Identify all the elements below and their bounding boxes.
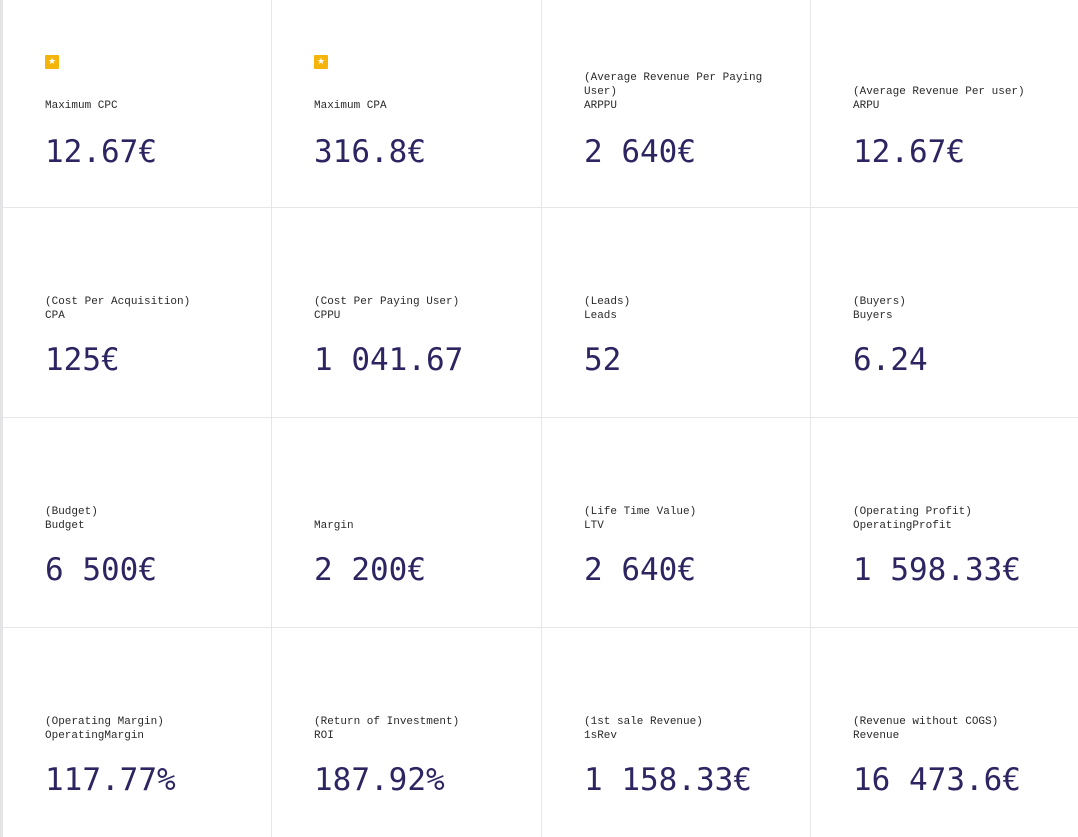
metric-description: (Revenue without COGS) — [853, 716, 999, 728]
metric-labels: (Cost Per Paying User) CPPU — [314, 295, 527, 323]
metric-card-1srev: (1st sale Revenue) 1sRev 1 158.33€ — [542, 628, 811, 837]
metric-card-arppu: (Average Revenue Per Paying User) ARPPU 2 … — [542, 0, 811, 208]
metric-value: 12.67€ — [853, 134, 965, 170]
metric-labels: (Average Revenue Per user) ARPU — [853, 85, 1064, 113]
star-icon[interactable]: ★ — [314, 55, 328, 69]
metric-value: 125€ — [45, 342, 120, 378]
metric-description: (Average Revenue Per Paying User) — [584, 72, 763, 98]
metric-labels: (Operating Profit) OperatingProfit — [853, 505, 1064, 533]
metric-card-budget: (Budget) Budget 6 500€ — [3, 418, 272, 628]
metric-labels: (Leads) Leads — [584, 295, 796, 323]
metric-card-buyers: (Buyers) Buyers 6.24 — [811, 208, 1078, 418]
metric-name: OperatingMargin — [45, 730, 145, 742]
metric-name: Buyers — [853, 310, 893, 322]
metric-description: (Life Time Value) — [584, 506, 697, 518]
metric-name: CPA — [45, 310, 65, 322]
metric-value: 16 473.6€ — [853, 762, 1021, 798]
metric-value: 12.67€ — [45, 134, 157, 170]
metric-value: 52 — [584, 342, 622, 378]
metric-description: (Cost Per Paying User) — [314, 296, 460, 308]
metric-card-leads: (Leads) Leads 52 — [542, 208, 811, 418]
metric-card-margin: Margin 2 200€ — [272, 418, 542, 628]
metric-value: 1 041.67 — [314, 342, 464, 378]
metric-description: (1st sale Revenue) — [584, 716, 703, 728]
metric-description: (Operating Profit) — [853, 506, 972, 518]
metric-description: (Cost Per Acquisition) — [45, 296, 191, 308]
metric-card-operatingmargin: (Operating Margin) OperatingMargin 117.77% — [3, 628, 272, 837]
metric-description: (Return of Investment) — [314, 716, 460, 728]
metric-labels: Maximum CPC — [45, 99, 257, 113]
metric-card-ltv: (Life Time Value) LTV 2 640€ — [542, 418, 811, 628]
metric-value: 316.8€ — [314, 134, 426, 170]
metric-value: 6 500€ — [45, 552, 157, 588]
metric-description: (Buyers) — [853, 296, 906, 308]
metric-labels: (Cost Per Acquisition) CPA — [45, 295, 257, 323]
metric-name: ARPPU — [584, 100, 618, 112]
metric-value: 2 200€ — [314, 552, 426, 588]
metric-card-cppu: (Cost Per Paying User) CPPU 1 041.67 — [272, 208, 542, 418]
metric-description: (Operating Margin) — [45, 716, 164, 728]
metric-value: 187.92% — [314, 762, 445, 798]
metric-name: OperatingProfit — [853, 520, 953, 532]
metric-name: Leads — [584, 310, 618, 322]
metric-name: CPPU — [314, 310, 341, 322]
metric-card-revenue: (Revenue without COGS) Revenue 16 473.6€ — [811, 628, 1078, 837]
metric-value: 6.24 — [853, 342, 928, 378]
metric-value: 1 598.33€ — [853, 552, 1021, 588]
metric-labels: (Buyers) Buyers — [853, 295, 1064, 323]
metric-name: Budget — [45, 520, 85, 532]
metric-name: 1sRev — [584, 730, 618, 742]
metric-card-cpa: (Cost Per Acquisition) CPA 125€ — [3, 208, 272, 418]
metric-card-operatingprofit: (Operating Profit) OperatingProfit 1 598.3… — [811, 418, 1078, 628]
metric-description: (Budget) — [45, 506, 98, 518]
metrics-grid: ★ Maximum CPC 12.67€ ★ Maximum CPA 316.8€ (Ave… — [3, 0, 1078, 837]
metric-name: Margin — [314, 520, 354, 532]
metric-name: Maximum CPC — [45, 100, 118, 112]
metric-card-maximum-cpa: ★ Maximum CPA 316.8€ — [272, 0, 542, 208]
metric-labels: (Operating Margin) OperatingMargin — [45, 715, 257, 743]
metric-card-arpu: (Average Revenue Per user) ARPU 12.67€ — [811, 0, 1078, 208]
metric-name: ROI — [314, 730, 334, 742]
metric-description: (Average Revenue Per user) — [853, 86, 1025, 98]
metric-labels: (Average Revenue Per Paying User) ARPPU — [584, 71, 796, 113]
metric-name: LTV — [584, 520, 604, 532]
metric-value: 117.77% — [45, 762, 176, 798]
metric-name: Revenue — [853, 730, 900, 742]
metric-name: Maximum CPA — [314, 100, 387, 112]
metric-name: ARPU — [853, 100, 880, 112]
metric-description: (Leads) — [584, 296, 631, 308]
metric-card-roi: (Return of Investment) ROI 187.92% — [272, 628, 542, 837]
metric-labels: (Budget) Budget — [45, 505, 257, 533]
metric-value: 1 158.33€ — [584, 762, 752, 798]
star-icon[interactable]: ★ — [45, 55, 59, 69]
metric-labels: Margin — [314, 519, 527, 533]
metric-labels: Maximum CPA — [314, 99, 527, 113]
metric-labels: (Life Time Value) LTV — [584, 505, 796, 533]
metric-labels: (Return of Investment) ROI — [314, 715, 527, 743]
metric-value: 2 640€ — [584, 134, 696, 170]
metric-labels: (Revenue without COGS) Revenue — [853, 715, 1064, 743]
metric-card-maximum-cpc: ★ Maximum CPC 12.67€ — [3, 0, 272, 208]
metric-labels: (1st sale Revenue) 1sRev — [584, 715, 796, 743]
metric-value: 2 640€ — [584, 552, 696, 588]
